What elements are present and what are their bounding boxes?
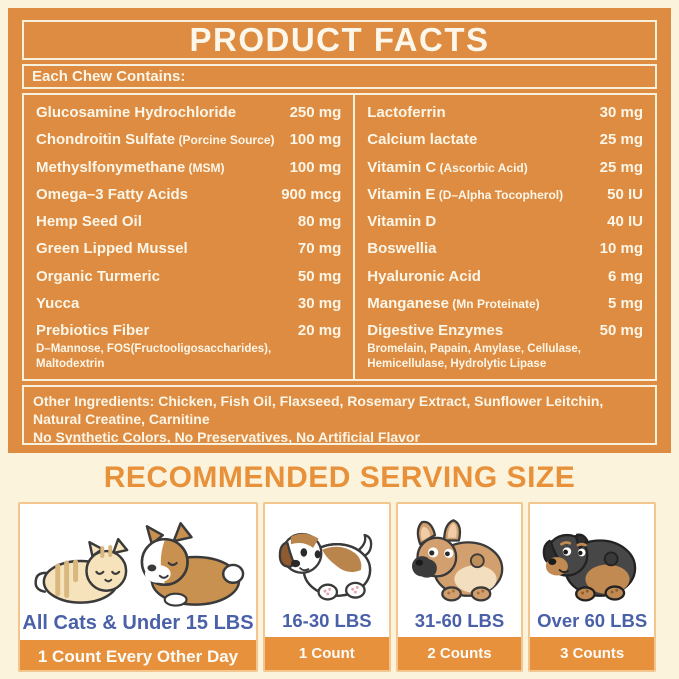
ingredient-name: Manganese (Mn Proteinate) [367,294,540,312]
serving-count-label: 1 Count Every Other Day [20,640,256,670]
ingredient-name: Vitamin C (Ascorbic Acid) [367,158,528,176]
serving-card-cats-small-dogs: All Cats & Under 15 LBS 1 Count Every Ot… [18,502,258,672]
ingredient-name: Hyaluronic Acid [367,267,481,285]
ingredient-row: Vitamin D 40 IU [367,213,643,230]
beagle-illustration [265,504,389,608]
ingredient-amount: 250 mg [289,104,342,121]
cat-and-corgi-icon [34,522,245,607]
ingredient-row: Chondroitin Sulfate (Porcine Source) 100… [36,131,341,148]
product-facts-title: PRODUCT FACTS [189,21,490,58]
ingredient-amount: 20 mg [297,322,342,340]
french-bulldog-illustration [398,504,522,608]
weight-range-label: 16-30 LBS [282,610,372,631]
ingredient-amount: 40 IU [607,213,643,231]
ingredient-row: Lactoferrin 30 mg [367,104,643,121]
serving-cards: All Cats & Under 15 LBS 1 Count Every Ot… [18,502,657,672]
serving-count-label: 2 Counts [397,637,522,670]
ingredient-row: Boswellia 10 mg [367,240,643,257]
ingredient-row-group: Digestive Enzymes 50 mg Bromelain, Papai… [367,322,643,372]
ingredient-row: Vitamin E (D–Alpha Tocopherol) 50 IU [367,186,643,203]
other-ingredients-text: Other Ingredients: Chicken, Fish Oil, Fl… [33,393,604,428]
ingredient-amount: 10 mg [599,240,643,258]
serving-count-label: 1 Count [265,637,389,670]
ingredient-name: Boswellia [367,240,437,258]
ingredient-row: Manganese (Mn Proteinate) 5 mg [367,295,643,312]
french-bulldog-icon [411,519,504,602]
ingredient-row: Calcium lactate 25 mg [367,131,643,148]
ingredient-amount: 70 mg [297,240,342,258]
ingredient-name: Organic Turmeric [36,267,160,285]
ingredient-subtext: D–Mannose, FOS(Fructooligosaccharides), … [36,343,272,371]
ingredient-row: Green Lipped Mussel 70 mg [36,240,341,257]
ingredient-amount: 100 mg [289,158,342,176]
ingredient-amount: 30 mg [297,294,342,312]
ingredient-amount: 50 mg [297,267,342,285]
ingredient-name: Calcium lactate [367,131,478,149]
ingredient-name: Green Lipped Mussel [36,240,188,258]
ingredient-row: Organic Turmeric 50 mg [36,268,341,285]
weight-range-label: All Cats & Under 15 LBS [22,612,254,634]
ingredient-name: Glucosamine Hydrochloride [36,104,237,121]
ingredient-name: Chondroitin Sulfate (Porcine Source) [36,131,275,149]
serving-count-label: 3 Counts [530,637,655,670]
ingredient-amount: 80 mg [297,213,342,231]
product-facts-panel: PRODUCT FACTS Each Chew Contains: Glucos… [8,8,671,453]
ingredient-amount: 30 mg [599,104,643,121]
ingredients-column-right: Lactoferrin 30 mg Calcium lactate 25 mg … [355,95,655,379]
ingredient-row: Vitamin C (Ascorbic Acid) 25 mg [367,159,643,176]
rottweiler-icon [543,533,637,602]
serving-card-16-30: 16-30 LBS 1 Count [263,502,391,672]
serving-size-heading: RECOMMENDED SERVING SIZE [103,461,576,494]
ingredient-row: Methyslfonymethane (MSM) 100 mg [36,159,341,176]
ingredient-row-group: Prebiotics Fiber 20 mg D–Mannose, FOS(Fr… [36,322,341,372]
beagle-icon [278,532,373,601]
ingredient-amount: 6 mg [607,267,643,285]
ingredient-row: Hemp Seed Oil 80 mg [36,213,341,230]
ingredient-name: Hemp Seed Oil [36,213,142,231]
ingredient-row: Prebiotics Fiber 20 mg [36,322,341,339]
ingredient-name: Methyslfonymethane (MSM) [36,158,225,176]
ingredient-amount: 50 mg [599,322,643,340]
ingredient-amount: 5 mg [607,294,643,312]
ingredient-name: Vitamin D [367,213,437,231]
ingredient-row: Digestive Enzymes 50 mg [367,322,643,339]
ingredient-amount: 25 mg [599,131,643,149]
ingredient-subtext: Bromelain, Papain, Amylase, Cellulase, H… [367,343,581,371]
ingredient-row: Omega–3 Fatty Acids 900 mcg [36,186,341,203]
ingredient-row: Glucosamine Hydrochloride 250 mg [36,104,341,121]
serving-card-over-60: Over 60 LBS 3 Counts [528,502,657,672]
each-chew-contains-label: Each Chew Contains: [32,68,186,85]
ingredient-name: Vitamin E (D–Alpha Tocopherol) [367,185,564,203]
ingredient-name: Prebiotics Fiber [36,322,150,340]
ingredient-amount: 50 IU [607,185,643,203]
ingredient-row: Yucca 30 mg [36,295,341,312]
weight-range-label: 31-60 LBS [414,610,505,631]
ingredient-name: Omega–3 Fatty Acids [36,185,188,203]
ingredient-amount: 100 mg [289,131,342,149]
ingredients-table: Glucosamine Hydrochloride 250 mg Chondro… [22,93,657,381]
ingredient-row: Hyaluronic Acid 6 mg [367,268,643,285]
weight-range-label: Over 60 LBS [537,610,648,631]
ingredient-name: Yucca [36,294,80,312]
ingredient-amount: 900 mcg [281,185,342,203]
each-chew-contains-box: Each Chew Contains: [22,64,657,89]
rottweiler-illustration [530,504,654,608]
ingredient-amount: 25 mg [599,158,643,176]
serving-card-31-60: 31-60 LBS 2 Counts [395,502,524,672]
cat-and-corgi-illustration [20,504,256,610]
ingredients-column-left: Glucosamine Hydrochloride 250 mg Chondro… [24,95,356,379]
ingredient-name: Digestive Enzymes [367,322,504,340]
no-additives-text: No Synthetic Colors, No Preservatives, N… [33,429,420,446]
other-ingredients-box: Other Ingredients: Chicken, Fish Oil, Fl… [22,385,657,445]
ingredient-name: Lactoferrin [367,104,446,121]
product-facts-title-box: PRODUCT FACTS [22,20,657,60]
